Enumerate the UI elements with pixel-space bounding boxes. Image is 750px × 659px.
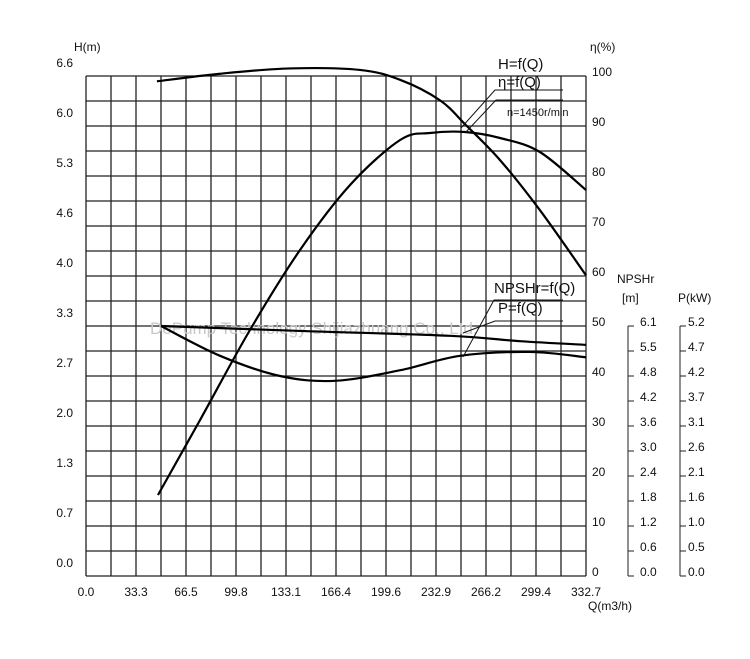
x-tick-label: 332.7 (571, 585, 601, 599)
legend-eta: η=f(Q) (498, 74, 541, 91)
eta-tick-label: 40 (592, 365, 606, 379)
h-tick-label: 0.0 (56, 556, 73, 570)
h-tick-label: 4.6 (56, 206, 73, 220)
h-tick-label: 0.7 (56, 506, 73, 520)
npsh-tick-label: 1.2 (640, 515, 657, 529)
leader-eta (465, 99, 563, 133)
eta-tick-label: 70 (592, 215, 606, 229)
x-tick-label: 266.2 (471, 585, 501, 599)
x-tick-label: 33.3 (124, 585, 148, 599)
power-tick-label: 0.0 (688, 565, 705, 579)
npsh-tick-label: 0.0 (640, 565, 657, 579)
power-tick-label: 3.7 (688, 390, 705, 404)
power-tick-label: 3.1 (688, 415, 705, 429)
eta-tick-label: 10 (592, 515, 606, 529)
power-tick-label: 1.6 (688, 490, 705, 504)
eta-tick-label: 100 (592, 65, 612, 79)
eta-tick-label: 20 (592, 465, 606, 479)
h-tick-label: 6.6 (56, 56, 73, 70)
h-tick-label: 4.0 (56, 256, 73, 270)
eta-tick-label: 0 (592, 565, 599, 579)
x-tick-label: 66.5 (174, 585, 198, 599)
power-tick-label: 5.2 (688, 315, 705, 329)
power-tick-label: 2.6 (688, 440, 705, 454)
x-tick-label: 166.4 (321, 585, 351, 599)
npsh-tick-label: 3.0 (640, 440, 657, 454)
npsh-axis-unit: [m] (622, 291, 639, 305)
legend-h: H=f(Q) (498, 56, 543, 73)
h-tick-label: 5.3 (56, 156, 73, 170)
leader-h (460, 89, 563, 129)
speed-label: n=1450r/min (507, 107, 568, 119)
efficiency-curve (157, 130, 587, 496)
leader-power (462, 320, 563, 334)
x-tick-label: 99.8 (224, 585, 248, 599)
h-axis-label: H(m) (74, 40, 101, 54)
head-curve (156, 67, 587, 276)
power-axis-label: P(kW) (678, 291, 711, 305)
h-tick-label: 2.7 (56, 356, 73, 370)
h-tick-label: 2.0 (56, 406, 73, 420)
npsh-tick-label: 5.5 (640, 340, 657, 354)
npshr-curve (160, 324, 587, 346)
h-tick-label: 6.0 (56, 106, 73, 120)
power-curve (160, 325, 587, 383)
eta-tick-label: 30 (592, 415, 606, 429)
power-tick-label: 4.7 (688, 340, 705, 354)
eta-tick-label: 50 (592, 315, 606, 329)
x-tick-label: 0.0 (78, 585, 95, 599)
eta-tick-label: 90 (592, 115, 606, 129)
legend-power: P=f(Q) (498, 300, 543, 317)
x-tick-label: 133.1 (271, 585, 301, 599)
npsh-tick-label: 4.2 (640, 390, 657, 404)
h-tick-label: 3.3 (56, 306, 73, 320)
x-tick-label: 299.4 (521, 585, 551, 599)
eta-tick-label: 60 (592, 265, 606, 279)
eta-axis-label: η(%) (590, 40, 615, 54)
npsh-tick-label: 4.8 (640, 365, 657, 379)
legend-npsh: NPSHr=f(Q) (494, 280, 575, 297)
x-axis-label: Q(m3/h) (588, 599, 632, 613)
power-tick-label: 1.0 (688, 515, 705, 529)
x-tick-label: 232.9 (421, 585, 451, 599)
power-tick-label: 0.5 (688, 540, 705, 554)
power-tick-label: 2.1 (688, 465, 705, 479)
npsh-tick-label: 0.6 (640, 540, 657, 554)
npsh-tick-label: 1.8 (640, 490, 657, 504)
eta-tick-label: 80 (592, 165, 606, 179)
h-tick-label: 1.3 (56, 456, 73, 470)
npsh-tick-label: 6.1 (640, 315, 657, 329)
leader-npsh (462, 299, 563, 358)
power-tick-label: 4.2 (688, 365, 705, 379)
grid (85, 75, 587, 577)
legend-leaders (460, 89, 563, 358)
npsh-tick-label: 2.4 (640, 465, 657, 479)
npsh-axis-label: NPSHr (617, 272, 654, 286)
npsh-tick-label: 3.6 (640, 415, 657, 429)
x-tick-label: 199.6 (371, 585, 401, 599)
